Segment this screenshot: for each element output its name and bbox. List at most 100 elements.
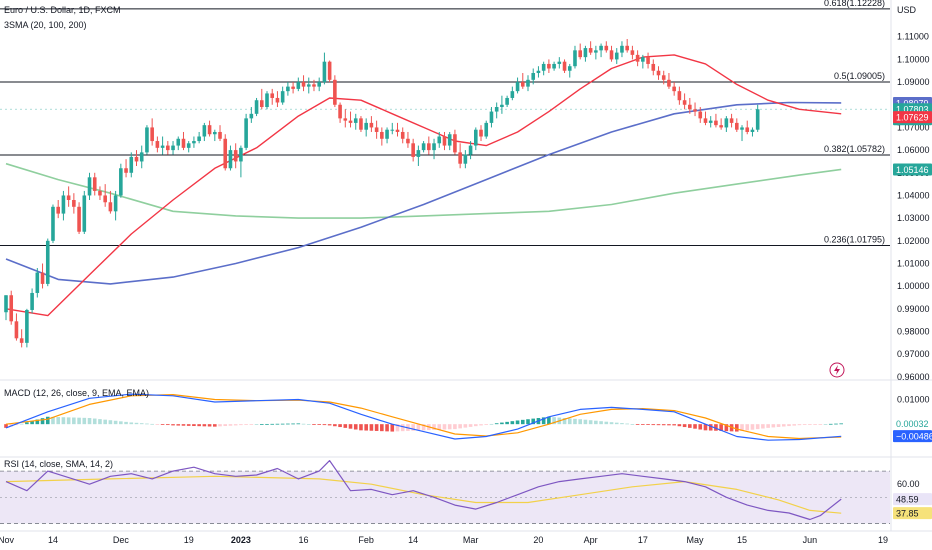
- candle-body: [735, 122, 739, 130]
- candle-body: [635, 54, 640, 62]
- price-badge: 1.07803: [896, 105, 929, 115]
- candle-body: [312, 84, 316, 87]
- macd-histogram-bar: [92, 418, 97, 425]
- candle-body: [620, 45, 624, 53]
- candle-body: [609, 50, 614, 60]
- macd-histogram-bar: [599, 421, 603, 425]
- time-tick-label: 20: [533, 535, 543, 545]
- macd-histogram-bar: [4, 424, 8, 428]
- candle-body: [494, 107, 499, 112]
- candle-body: [207, 125, 212, 135]
- candle-body: [218, 131, 222, 139]
- candle-body: [567, 66, 572, 71]
- candle-body: [228, 150, 233, 169]
- macd-histogram-bar: [416, 424, 421, 431]
- time-tick-label: Dec: [113, 535, 130, 545]
- macd-histogram-bar: [823, 424, 828, 425]
- candle-body: [400, 131, 405, 139]
- rsi-line: [5, 460, 842, 521]
- candle-body: [531, 73, 536, 80]
- candle-body: [233, 150, 238, 162]
- candle-body: [145, 127, 149, 153]
- macd-legend[interactable]: MACD (12, 26, close, 9, EMA, EMA): [4, 388, 149, 398]
- candle-body: [693, 109, 697, 112]
- macd-histogram-bar: [19, 423, 24, 425]
- candle-body: [698, 111, 703, 119]
- macd-histogram-bar: [364, 424, 368, 431]
- candle-body: [714, 120, 718, 126]
- macd-histogram-bar: [348, 424, 353, 429]
- currency-label[interactable]: USD: [897, 5, 917, 15]
- fib-level-label: 0.382(1.05782): [824, 144, 885, 154]
- candle-body: [385, 129, 389, 139]
- rsi-legend[interactable]: RSI (14, close, SMA, 14, 2): [4, 459, 113, 469]
- macd-histogram-bar: [239, 424, 243, 426]
- macd-histogram-bar: [745, 424, 750, 431]
- macd-histogram-bar: [353, 424, 358, 430]
- time-tick-label: Jun: [803, 535, 818, 545]
- fib-level-label: 0.236(1.01795): [824, 234, 885, 244]
- time-tick-label: 19: [184, 535, 194, 545]
- macd-pane[interactable]: [4, 393, 843, 441]
- candle-body: [406, 138, 410, 144]
- macd-histogram-bar: [30, 420, 34, 425]
- macd-line: [5, 393, 842, 441]
- macd-histogram-bar: [176, 424, 181, 426]
- macd-histogram-bar: [567, 418, 572, 425]
- candle-body: [364, 122, 368, 130]
- macd-histogram-bar: [72, 417, 76, 425]
- macd-histogram-bar: [291, 423, 295, 425]
- sma-lines[interactable]: [5, 54, 842, 317]
- alert-icon[interactable]: [829, 362, 845, 378]
- price-badge: 1.07629: [896, 113, 929, 123]
- candle-body: [338, 104, 342, 119]
- candle-body: [740, 127, 744, 130]
- rsi-pane[interactable]: [5, 460, 842, 521]
- candle-body: [259, 100, 264, 108]
- candle-body: [45, 240, 50, 284]
- macd-histogram-bar: [400, 424, 405, 432]
- rsi-ma-line: [5, 475, 842, 514]
- candle-body: [72, 199, 76, 207]
- candle-body: [270, 93, 275, 98]
- macd-histogram-bar: [66, 417, 71, 425]
- candle-body: [223, 138, 228, 169]
- candlesticks[interactable]: [4, 39, 760, 348]
- symbol-title[interactable]: Euro / U.S. Dollar, 1D, FXCM: [4, 5, 121, 15]
- sma-legend[interactable]: 3SMA (20, 100, 200): [4, 20, 87, 30]
- pane-separators: [0, 0, 932, 532]
- candle-body: [369, 122, 374, 128]
- time-axis[interactable]: Nov 14 Dec 19 2023 16 Feb 14 Mar 20 Apr 17 May 15 Jun 1…: [0, 535, 888, 545]
- macd-histogram-bar: [458, 424, 462, 429]
- macd-histogram-bar: [766, 424, 770, 428]
- time-tick-label: 19: [878, 535, 888, 545]
- macd-histogram-bar: [301, 423, 306, 425]
- candle-body: [317, 82, 321, 87]
- macd-histogram-bar: [818, 424, 823, 425]
- candle-body: [447, 134, 452, 146]
- candle-body: [416, 150, 421, 157]
- macd-histogram-bar: [677, 424, 682, 427]
- candle-body: [119, 168, 123, 196]
- macd-histogram-bar: [411, 424, 415, 431]
- candle-body: [66, 195, 71, 200]
- candle-body: [213, 131, 217, 135]
- candle-body: [594, 50, 598, 53]
- macd-histogram-bar: [87, 418, 92, 425]
- fibonacci-levels[interactable]: 0.618(1.12228) 0.5(1.09005) 0.382(1.05782)…: [0, 0, 890, 246]
- macd-histogram-bar: [787, 424, 791, 427]
- macd-histogram-bar: [735, 424, 739, 432]
- macd-histogram-bar: [494, 423, 499, 425]
- candle-body: [9, 295, 14, 322]
- candle-body: [432, 143, 436, 151]
- time-tick-label: 14: [48, 535, 58, 545]
- macd-histogram-bar: [594, 420, 598, 425]
- macd-histogram-bar: [484, 424, 489, 425]
- macd-histogram-bar: [688, 424, 692, 428]
- candle-body: [280, 91, 285, 103]
- time-tick-label: Feb: [358, 535, 374, 545]
- sma-20-line: [5, 54, 842, 317]
- macd-histogram-bar: [322, 424, 327, 426]
